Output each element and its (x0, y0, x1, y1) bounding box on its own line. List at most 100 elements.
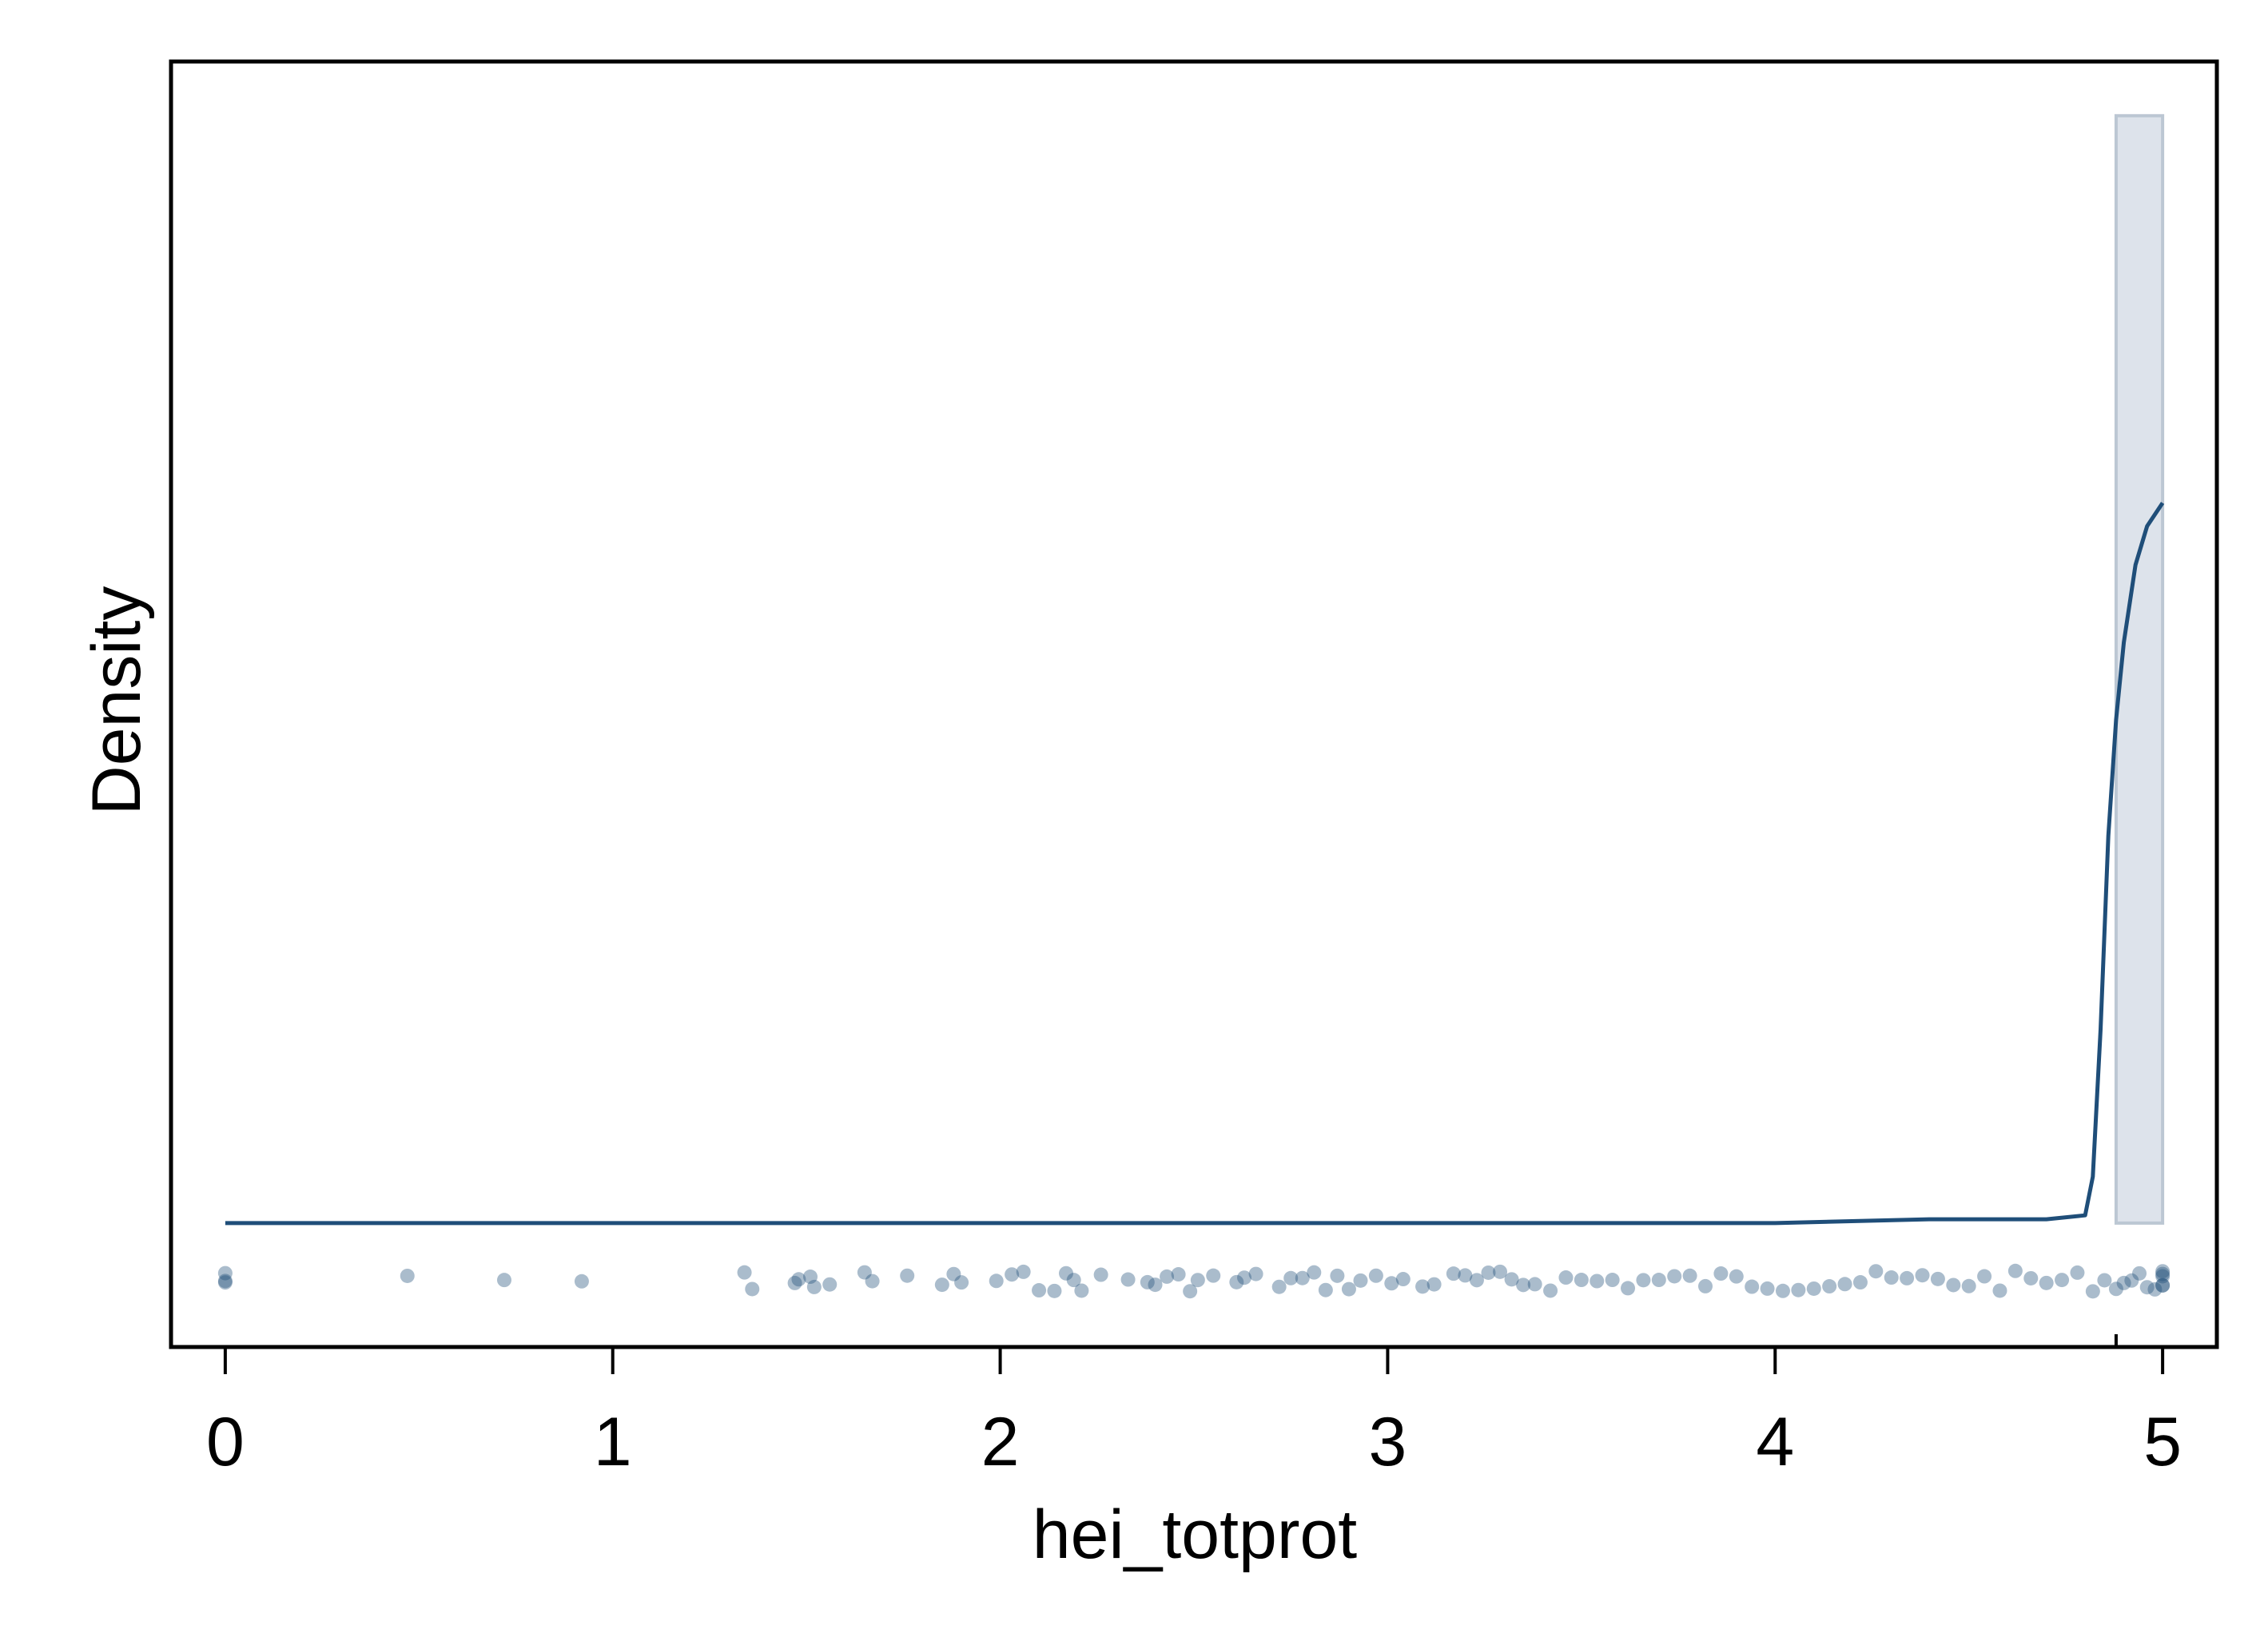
rug-point (1977, 1269, 1992, 1284)
rug-point (574, 1274, 589, 1289)
rug-point (1745, 1279, 1760, 1294)
rug-point (1605, 1273, 1620, 1288)
rug-point (787, 1275, 802, 1290)
rug-point (1481, 1265, 1496, 1280)
rug-point (2085, 1284, 2100, 1299)
rug-point (737, 1265, 752, 1280)
x-axis-title: hei_totprot (1033, 1496, 1358, 1573)
rug-point (2139, 1280, 2155, 1295)
rug-point (2055, 1273, 2070, 1288)
rug-point (1868, 1264, 1884, 1279)
rug-point (1183, 1284, 1198, 1299)
rug-point (1852, 1275, 1868, 1290)
rug-point (1093, 1267, 1108, 1282)
x-tick-label: 1 (594, 1404, 632, 1480)
rug-point (1961, 1278, 1976, 1293)
rug-point (1527, 1277, 1542, 1292)
rug-point (2155, 1266, 2171, 1281)
rug-point (1032, 1283, 1047, 1298)
rug-point (400, 1268, 415, 1283)
x-tick-label: 5 (2143, 1404, 2182, 1480)
rug-point (2155, 1269, 2171, 1284)
rug-point (1651, 1273, 1666, 1288)
rug-point (1395, 1272, 1411, 1287)
rug-point (1760, 1281, 1775, 1296)
rug-point (954, 1275, 969, 1290)
rug-point (1775, 1283, 1790, 1298)
rug-point (803, 1270, 818, 1285)
rug-point (1190, 1273, 1205, 1288)
rug-point (2007, 1263, 2023, 1278)
rug-point (806, 1279, 822, 1294)
rug-point (1206, 1268, 1221, 1283)
rug-point (1900, 1270, 1915, 1285)
rug-point (1229, 1274, 1244, 1289)
rug-point (1059, 1266, 1073, 1281)
rug-point (1426, 1277, 1442, 1292)
rug-point (934, 1277, 949, 1293)
rug-point (989, 1274, 1004, 1289)
rug-point (217, 1275, 233, 1290)
rug-point (1822, 1279, 1837, 1294)
rug-point (496, 1273, 511, 1288)
rug-point (1148, 1277, 1163, 1293)
rug-point (1237, 1270, 1252, 1285)
plot-area (217, 113, 2171, 1299)
rug-point (1915, 1268, 1930, 1283)
x-tick-label: 4 (1756, 1404, 1794, 1480)
rug-point (791, 1272, 806, 1287)
x-tick-label: 2 (981, 1404, 1020, 1480)
rug-point (1504, 1272, 1519, 1287)
rug-point (1330, 1268, 1345, 1283)
rug-point (1171, 1267, 1186, 1282)
rug-point (946, 1266, 961, 1281)
rug-point (2155, 1264, 2171, 1279)
rug-point (1446, 1266, 1461, 1281)
rug-point (1621, 1281, 1636, 1296)
rug-point (1307, 1265, 1322, 1280)
rug-point (1884, 1270, 1899, 1285)
rug-point (865, 1274, 880, 1289)
rug-point (2124, 1273, 2139, 1288)
rug-point (1047, 1283, 1062, 1298)
rug-point (745, 1281, 760, 1297)
rug-point (2023, 1270, 2039, 1285)
rug-point (1066, 1273, 1081, 1288)
rug-point (2070, 1265, 2085, 1280)
rug-point (1368, 1268, 1383, 1283)
rug-point (1493, 1264, 1508, 1279)
rug-point (1930, 1271, 1945, 1286)
rug-point (1140, 1274, 1155, 1289)
rug-point (1946, 1277, 1961, 1293)
rug-point (900, 1268, 915, 1283)
rug-point (1295, 1270, 1310, 1285)
rug-point (1469, 1273, 1484, 1288)
rug-point (1698, 1278, 1713, 1293)
rug-point (1074, 1283, 1089, 1298)
rug-point (1160, 1269, 1175, 1284)
rug-point (1384, 1276, 1399, 1291)
rug-point (1806, 1281, 1821, 1296)
rug-point (1516, 1277, 1531, 1293)
rug-point (822, 1277, 838, 1292)
rug-point (1248, 1266, 1263, 1281)
rug-point (2155, 1277, 2171, 1293)
x-tick-label: 0 (206, 1404, 245, 1480)
rug-point (1353, 1273, 1368, 1288)
rug-point (1729, 1269, 1744, 1284)
kde-line (225, 502, 2165, 1226)
plot-frame (169, 59, 2219, 1349)
rug-point (1283, 1270, 1299, 1285)
rug-point (1574, 1273, 1589, 1288)
rug-point (1341, 1281, 1356, 1297)
rug-point (1590, 1274, 1605, 1289)
rug-point (1713, 1266, 1729, 1281)
rug-point (2097, 1273, 2112, 1288)
x-tick-label: 3 (1369, 1404, 1407, 1480)
rug-point (1558, 1270, 1574, 1285)
rug-point (2116, 1275, 2131, 1290)
rug-point (1667, 1269, 1682, 1284)
rug-point (1318, 1282, 1333, 1297)
histogram-bar (2114, 113, 2165, 1225)
